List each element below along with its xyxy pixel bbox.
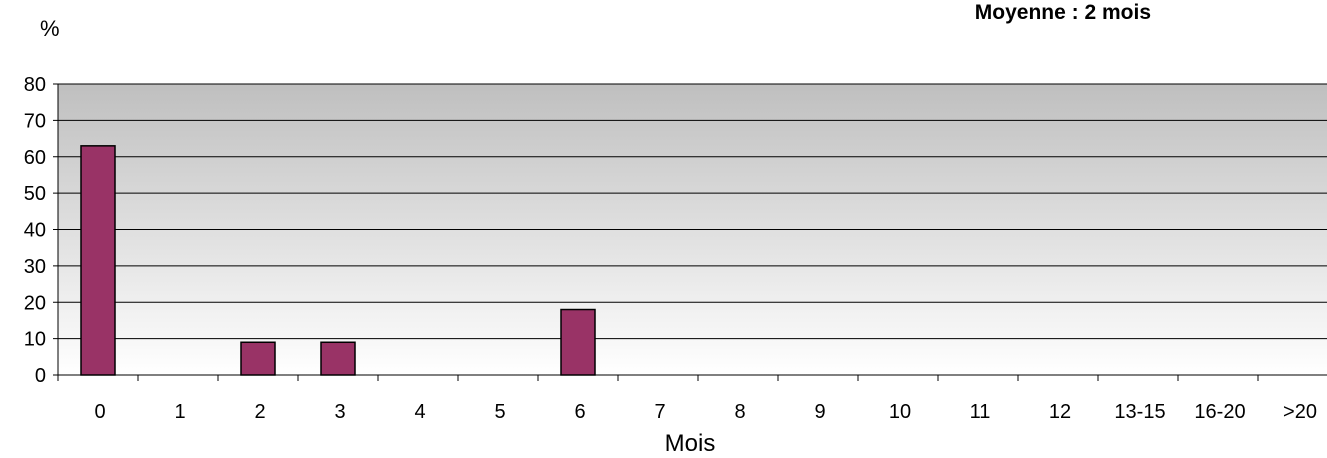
y-tick-label: 50 <box>24 183 46 205</box>
x-tick-label: >20 <box>1283 401 1317 423</box>
x-tick-label: 1 <box>174 401 185 423</box>
bar-2 <box>240 341 276 376</box>
mean-annotation: Moyenne : 2 mois <box>975 1 1151 24</box>
x-tick-label: 8 <box>734 401 745 423</box>
y-tick-label: 30 <box>24 256 46 278</box>
y-tick-label: 40 <box>24 220 46 242</box>
x-tick-label: 7 <box>654 401 665 423</box>
y-tick-labels: 0 10 20 30 40 50 60 70 80 <box>24 74 46 387</box>
x-tick-label: 9 <box>814 401 825 423</box>
y-tick-label: 20 <box>24 292 46 314</box>
x-tick-label: 5 <box>494 401 505 423</box>
x-axis-label: Mois <box>665 430 716 453</box>
y-tick-label: 60 <box>24 147 46 169</box>
bar-0 <box>80 145 116 376</box>
x-tick-label: 0 <box>94 401 105 423</box>
y-axis-label: % <box>40 16 60 41</box>
axes <box>53 83 1327 381</box>
x-tick-label: 3 <box>334 401 345 423</box>
x-tick-label: 2 <box>254 401 265 423</box>
x-tick-label: 6 <box>574 401 585 423</box>
x-tick-label: 12 <box>1049 401 1071 423</box>
x-tick-label: 4 <box>414 401 425 423</box>
bar-6 <box>560 308 596 376</box>
bar-3 <box>320 341 356 376</box>
x-tick-label: 13-15 <box>1114 401 1165 423</box>
y-tick-label: 80 <box>24 74 46 96</box>
y-tick-label: 10 <box>24 329 46 351</box>
x-tick-labels: 0 1 2 3 4 5 6 7 8 9 10 11 12 13-15 16-20 >20 <box>94 401 1317 423</box>
x-tick-label: 11 <box>970 401 991 423</box>
y-tick-label: 0 <box>35 365 46 387</box>
y-tick-label: 70 <box>24 110 46 132</box>
x-tick-label: 10 <box>889 401 911 423</box>
x-tick-label: 16-20 <box>1194 401 1245 423</box>
bars <box>80 145 596 376</box>
